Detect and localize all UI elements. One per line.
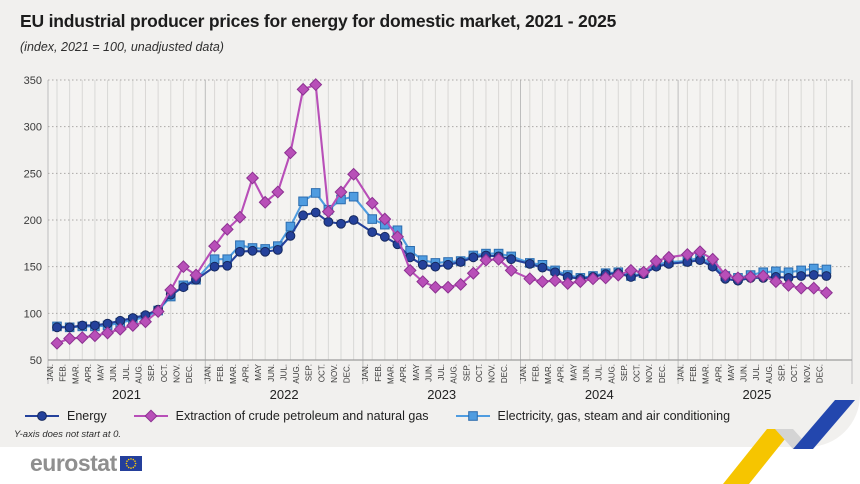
svg-text:OCT.: OCT.: [317, 364, 326, 382]
eurostat-wordmark: eurostat: [30, 450, 117, 476]
svg-text:NOV.: NOV.: [488, 364, 497, 383]
svg-text:FEB.: FEB.: [531, 364, 540, 382]
legend-label: Energy: [67, 409, 107, 423]
svg-text:250: 250: [24, 168, 42, 180]
svg-text:DEC.: DEC.: [343, 364, 352, 383]
svg-text:MAR.: MAR.: [71, 364, 80, 384]
svg-text:JUN.: JUN.: [740, 364, 749, 382]
eurostat-logo: eurostat: [30, 450, 142, 477]
svg-text:APR.: APR.: [714, 364, 723, 383]
legend-item: Extraction of crude petroleum and natura…: [133, 409, 429, 423]
diamond-marker-icon: [133, 409, 168, 423]
svg-text:AUG.: AUG.: [607, 364, 616, 384]
svg-text:2023: 2023: [427, 387, 456, 402]
legend-item: Electricity, gas, steam and air conditio…: [455, 409, 731, 423]
svg-text:APR.: APR.: [557, 364, 566, 383]
svg-text:OCT.: OCT.: [790, 364, 799, 382]
svg-text:JAN.: JAN.: [204, 364, 213, 381]
svg-text:FEB.: FEB.: [216, 364, 225, 382]
svg-text:JAN.: JAN.: [46, 364, 55, 381]
svg-text:MAR.: MAR.: [544, 364, 553, 384]
svg-text:2021: 2021: [112, 387, 141, 402]
svg-text:SEP.: SEP.: [305, 364, 314, 381]
svg-text:200: 200: [24, 215, 42, 227]
svg-text:JAN.: JAN.: [361, 364, 370, 381]
svg-text:SEP.: SEP.: [778, 364, 787, 381]
svg-text:NOV.: NOV.: [803, 364, 812, 383]
svg-text:AUG.: AUG.: [765, 364, 774, 384]
svg-text:FEB.: FEB.: [374, 364, 383, 382]
svg-text:AUG.: AUG.: [450, 364, 459, 384]
svg-text:150: 150: [24, 262, 42, 274]
svg-text:MAY: MAY: [412, 363, 421, 380]
eu-flag-icon: [119, 456, 142, 471]
circle-marker-icon: [25, 411, 59, 421]
legend-label: Electricity, gas, steam and air conditio…: [497, 409, 731, 423]
svg-text:100: 100: [24, 308, 42, 320]
svg-text:FEB.: FEB.: [59, 364, 68, 382]
svg-text:NOV.: NOV.: [172, 364, 181, 383]
svg-text:OCT.: OCT.: [160, 364, 169, 382]
svg-text:NOV.: NOV.: [330, 364, 339, 383]
svg-text:JUL.: JUL.: [279, 364, 288, 380]
footer-bar: eurostat: [0, 447, 860, 484]
svg-text:300: 300: [24, 122, 42, 134]
svg-text:MAY: MAY: [97, 363, 106, 380]
svg-text:SEP.: SEP.: [462, 364, 471, 381]
svg-text:MAR.: MAR.: [229, 364, 238, 384]
svg-text:MAY: MAY: [727, 363, 736, 380]
svg-text:JUN.: JUN.: [267, 364, 276, 382]
svg-text:JUN.: JUN.: [109, 364, 118, 382]
svg-text:DEC.: DEC.: [815, 364, 824, 383]
svg-text:JUN.: JUN.: [582, 364, 591, 382]
svg-text:SEP.: SEP.: [147, 364, 156, 381]
svg-text:JUL.: JUL.: [437, 364, 446, 380]
svg-text:SEP.: SEP.: [620, 364, 629, 381]
svg-text:2024: 2024: [585, 387, 614, 402]
svg-text:DEC.: DEC.: [185, 364, 194, 383]
svg-text:APR.: APR.: [242, 364, 251, 383]
svg-text:JUL.: JUL.: [595, 364, 604, 380]
svg-text:MAR.: MAR.: [702, 364, 711, 384]
chart-legend: Energy Extraction of crude petroleum and …: [24, 409, 730, 423]
svg-text:50: 50: [30, 355, 42, 367]
svg-text:350: 350: [24, 75, 42, 87]
legend-item: Energy: [24, 409, 107, 423]
page-title: EU industrial producer prices for energy…: [20, 11, 617, 31]
svg-text:MAR.: MAR.: [386, 364, 395, 384]
y-axis-footnote: Y-axis does not start at 0.: [14, 429, 122, 440]
trend-arrow-decoration: [723, 400, 855, 484]
svg-text:2022: 2022: [270, 387, 299, 402]
svg-text:AUG.: AUG.: [292, 364, 301, 384]
svg-text:FEB.: FEB.: [689, 364, 698, 382]
svg-text:APR.: APR.: [84, 364, 93, 383]
chart-subtitle: (index, 2021 = 100, unadjusted data): [20, 40, 224, 54]
svg-text:JUL.: JUL.: [752, 364, 761, 380]
svg-text:DEC.: DEC.: [500, 364, 509, 383]
square-marker-icon: [455, 411, 490, 421]
svg-text:JUN.: JUN.: [424, 364, 433, 382]
svg-text:APR.: APR.: [399, 364, 408, 383]
svg-text:DEC.: DEC.: [658, 364, 667, 383]
svg-text:JUL.: JUL.: [122, 364, 131, 380]
svg-text:JAN.: JAN.: [519, 364, 528, 381]
svg-text:MAY: MAY: [254, 363, 263, 380]
svg-text:2025: 2025: [742, 387, 771, 402]
svg-text:JAN.: JAN.: [676, 364, 685, 381]
legend-label: Extraction of crude petroleum and natura…: [175, 409, 429, 423]
svg-text:AUG.: AUG.: [134, 364, 143, 384]
svg-text:OCT.: OCT.: [475, 364, 484, 382]
svg-text:NOV.: NOV.: [645, 364, 654, 383]
svg-text:OCT.: OCT.: [633, 364, 642, 382]
svg-text:MAY: MAY: [569, 363, 578, 380]
